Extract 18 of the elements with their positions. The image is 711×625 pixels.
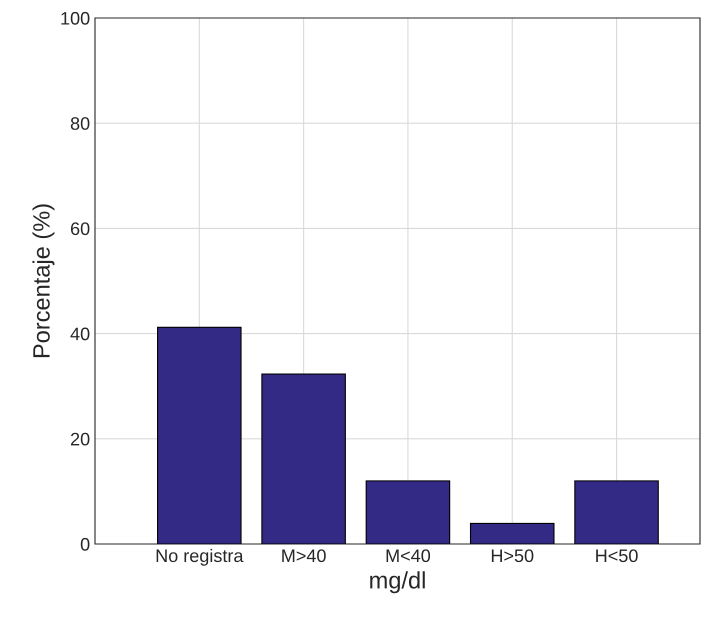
y-tick-label: 0 — [80, 538, 90, 551]
bar — [574, 480, 659, 544]
bar — [157, 326, 242, 544]
y-tick-label: 60 — [70, 222, 90, 236]
y-tick-label: 20 — [70, 432, 90, 446]
y-tick-label: 80 — [70, 117, 90, 130]
bar — [470, 522, 555, 544]
x-tick-label: H>50 — [492, 549, 534, 562]
x-axis-title: mg/dl — [370, 571, 425, 594]
x-tick-label: H<50 — [596, 549, 638, 562]
x-tick-label: M>40 — [282, 549, 326, 562]
y-tick-label: 100 — [61, 12, 90, 25]
x-tick-label: No registra — [156, 548, 244, 566]
y-tick-label: 40 — [70, 328, 90, 340]
x-tick-label: M<40 — [386, 549, 430, 562]
bar — [261, 374, 346, 544]
y-axis-title: Porcentaje (%) — [32, 204, 54, 358]
bar — [366, 480, 450, 544]
